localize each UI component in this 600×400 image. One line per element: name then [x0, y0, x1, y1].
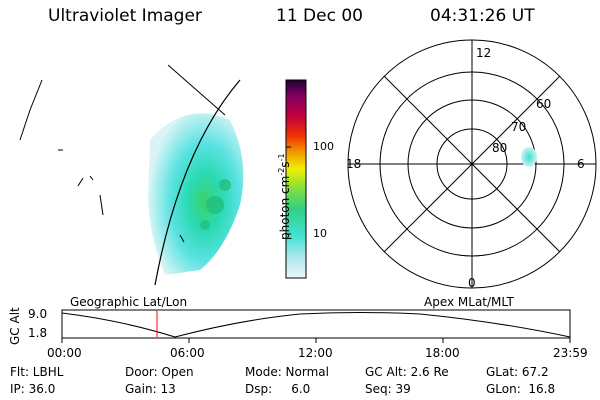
info-gc-alt: GC Alt: 2.6 Re: [365, 365, 449, 379]
info-mode: Mode: Normal: [245, 365, 329, 379]
observation-time: 04:31:26 UT: [430, 6, 535, 26]
timeline-xtick: 06:00: [170, 346, 205, 360]
timeline-xtick: 23:59: [553, 346, 588, 360]
geographic-image: [19, 64, 244, 286]
info-ip: IP: 36.0: [10, 382, 56, 396]
info-gain: Gain: 13: [125, 382, 176, 396]
mlt-label-18: 18: [346, 157, 362, 171]
colorbar: [285, 79, 307, 279]
info-glat: GLat: 67.2: [486, 365, 549, 379]
timeline-ytick-1-8: 1.8: [28, 326, 48, 340]
mlat-label-80: 80: [492, 141, 508, 155]
mlat-label-60: 60: [536, 97, 552, 111]
info-filter: Flt: LBHL: [10, 365, 64, 379]
timeline-ytick-9: 9.0: [28, 307, 48, 321]
mlt-label-6: 6: [577, 157, 585, 171]
timeline-left-label: Geographic Lat/Lon: [70, 295, 188, 309]
info-glon: GLon: 16.8: [486, 382, 556, 396]
info-door: Door: Open: [125, 365, 194, 379]
observation-date: 11 Dec 00: [276, 6, 363, 26]
timeline-xtick: 00:00: [47, 346, 82, 360]
colorbar-tick-10: 10: [313, 227, 327, 240]
timeline-xtick: 12:00: [298, 346, 333, 360]
info-dsp: Dsp: 6.0: [245, 382, 311, 396]
polar-mlat-mlt-plot: [347, 39, 597, 289]
mlt-label-12: 12: [476, 46, 492, 60]
altitude-timeline: [61, 309, 571, 343]
timeline-right-label: Apex MLat/MLT: [424, 295, 514, 309]
timeline-xtick: 18:00: [425, 346, 460, 360]
colorbar-tick-100: 100: [313, 140, 334, 153]
mlt-label-0: 0: [468, 276, 476, 290]
instrument-title: Ultraviolet Imager: [48, 6, 202, 26]
polar-aurora-spot: [521, 147, 537, 167]
mlat-label-70: 70: [511, 120, 527, 134]
info-seq: Seq: 39: [365, 382, 411, 396]
